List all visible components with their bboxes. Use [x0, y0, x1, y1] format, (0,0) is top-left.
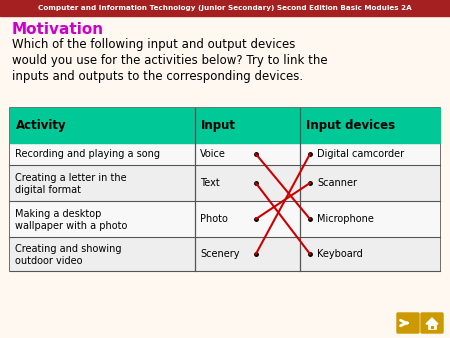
Text: Input devices: Input devices: [306, 119, 395, 132]
Bar: [10, 237, 440, 271]
Text: inputs and outputs to the corresponding devices.: inputs and outputs to the corresponding …: [12, 70, 303, 83]
Text: Scenery: Scenery: [200, 249, 239, 259]
Text: digital format: digital format: [15, 185, 81, 195]
Text: Keyboard: Keyboard: [317, 249, 363, 259]
Text: Creating a letter in the: Creating a letter in the: [15, 173, 126, 183]
Polygon shape: [426, 318, 438, 324]
Bar: [10, 165, 440, 201]
FancyBboxPatch shape: [397, 313, 419, 333]
Text: Microphone: Microphone: [317, 214, 374, 224]
Text: Recording and playing a song: Recording and playing a song: [15, 149, 160, 159]
Text: Photo: Photo: [200, 214, 228, 224]
Bar: [428, 324, 436, 329]
Bar: [10, 201, 440, 237]
Bar: [0, 0, 450, 16]
Text: Scanner: Scanner: [317, 178, 357, 188]
Text: outdoor video: outdoor video: [15, 256, 82, 266]
Text: would you use for the activities below? Try to link the: would you use for the activities below? …: [12, 54, 328, 67]
Bar: [10, 143, 440, 165]
Bar: [431, 326, 433, 329]
Bar: [10, 108, 440, 271]
Bar: [10, 108, 440, 143]
Text: Activity: Activity: [16, 119, 67, 132]
Text: Motivation: Motivation: [12, 22, 104, 37]
FancyBboxPatch shape: [421, 313, 443, 333]
Text: Voice: Voice: [200, 149, 226, 159]
Text: Input: Input: [201, 119, 236, 132]
Text: Creating and showing: Creating and showing: [15, 244, 122, 254]
Text: Computer and Information Technology (Junior Secondary) Second Edition Basic Modu: Computer and Information Technology (Jun…: [38, 5, 412, 11]
Text: Text: Text: [200, 178, 220, 188]
Text: Which of the following input and output devices: Which of the following input and output …: [12, 38, 295, 51]
Text: Making a desktop: Making a desktop: [15, 209, 101, 219]
Text: Digital camcorder: Digital camcorder: [317, 149, 404, 159]
Text: wallpaper with a photo: wallpaper with a photo: [15, 221, 127, 231]
